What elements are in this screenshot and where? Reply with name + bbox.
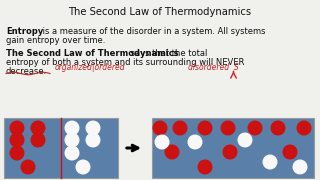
Circle shape: [221, 121, 235, 135]
Text: braingenie: braingenie: [290, 173, 312, 177]
Circle shape: [21, 160, 35, 174]
Text: The Second Law of Thermodynamics: The Second Law of Thermodynamics: [6, 49, 179, 58]
Circle shape: [65, 133, 79, 147]
Circle shape: [155, 135, 169, 149]
Circle shape: [165, 145, 179, 159]
Text: Entropy: Entropy: [6, 26, 43, 35]
Circle shape: [31, 121, 45, 135]
Circle shape: [223, 145, 237, 159]
Circle shape: [238, 133, 252, 147]
Circle shape: [31, 133, 45, 147]
Circle shape: [86, 133, 100, 147]
Circle shape: [188, 135, 202, 149]
Circle shape: [65, 146, 79, 160]
Text: says that the total: says that the total: [127, 49, 207, 58]
Text: gain entropy over time.: gain entropy over time.: [6, 36, 105, 45]
Circle shape: [297, 121, 311, 135]
Circle shape: [153, 121, 167, 135]
Circle shape: [198, 160, 212, 174]
Text: is a measure of the disorder in a system. All systems: is a measure of the disorder in a system…: [41, 26, 266, 35]
Circle shape: [10, 146, 24, 160]
Text: disordered  S: disordered S: [188, 62, 239, 71]
Bar: [4, 118, 118, 178]
Circle shape: [263, 155, 277, 169]
Circle shape: [173, 121, 187, 135]
Circle shape: [76, 160, 90, 174]
Bar: [152, 118, 314, 178]
Circle shape: [293, 160, 307, 174]
Circle shape: [86, 121, 100, 135]
Circle shape: [198, 121, 212, 135]
Circle shape: [65, 121, 79, 135]
Circle shape: [10, 121, 24, 135]
Text: decrease.: decrease.: [6, 67, 47, 76]
Text: entropy of both a system and its surrounding will NEVER: entropy of both a system and its surroun…: [6, 58, 244, 67]
Circle shape: [248, 121, 262, 135]
Text: The Second Law of Thermodynamics: The Second Law of Thermodynamics: [68, 7, 252, 17]
Text: organized|ordered: organized|ordered: [55, 62, 126, 71]
Circle shape: [271, 121, 285, 135]
Circle shape: [283, 145, 297, 159]
Circle shape: [10, 133, 24, 147]
